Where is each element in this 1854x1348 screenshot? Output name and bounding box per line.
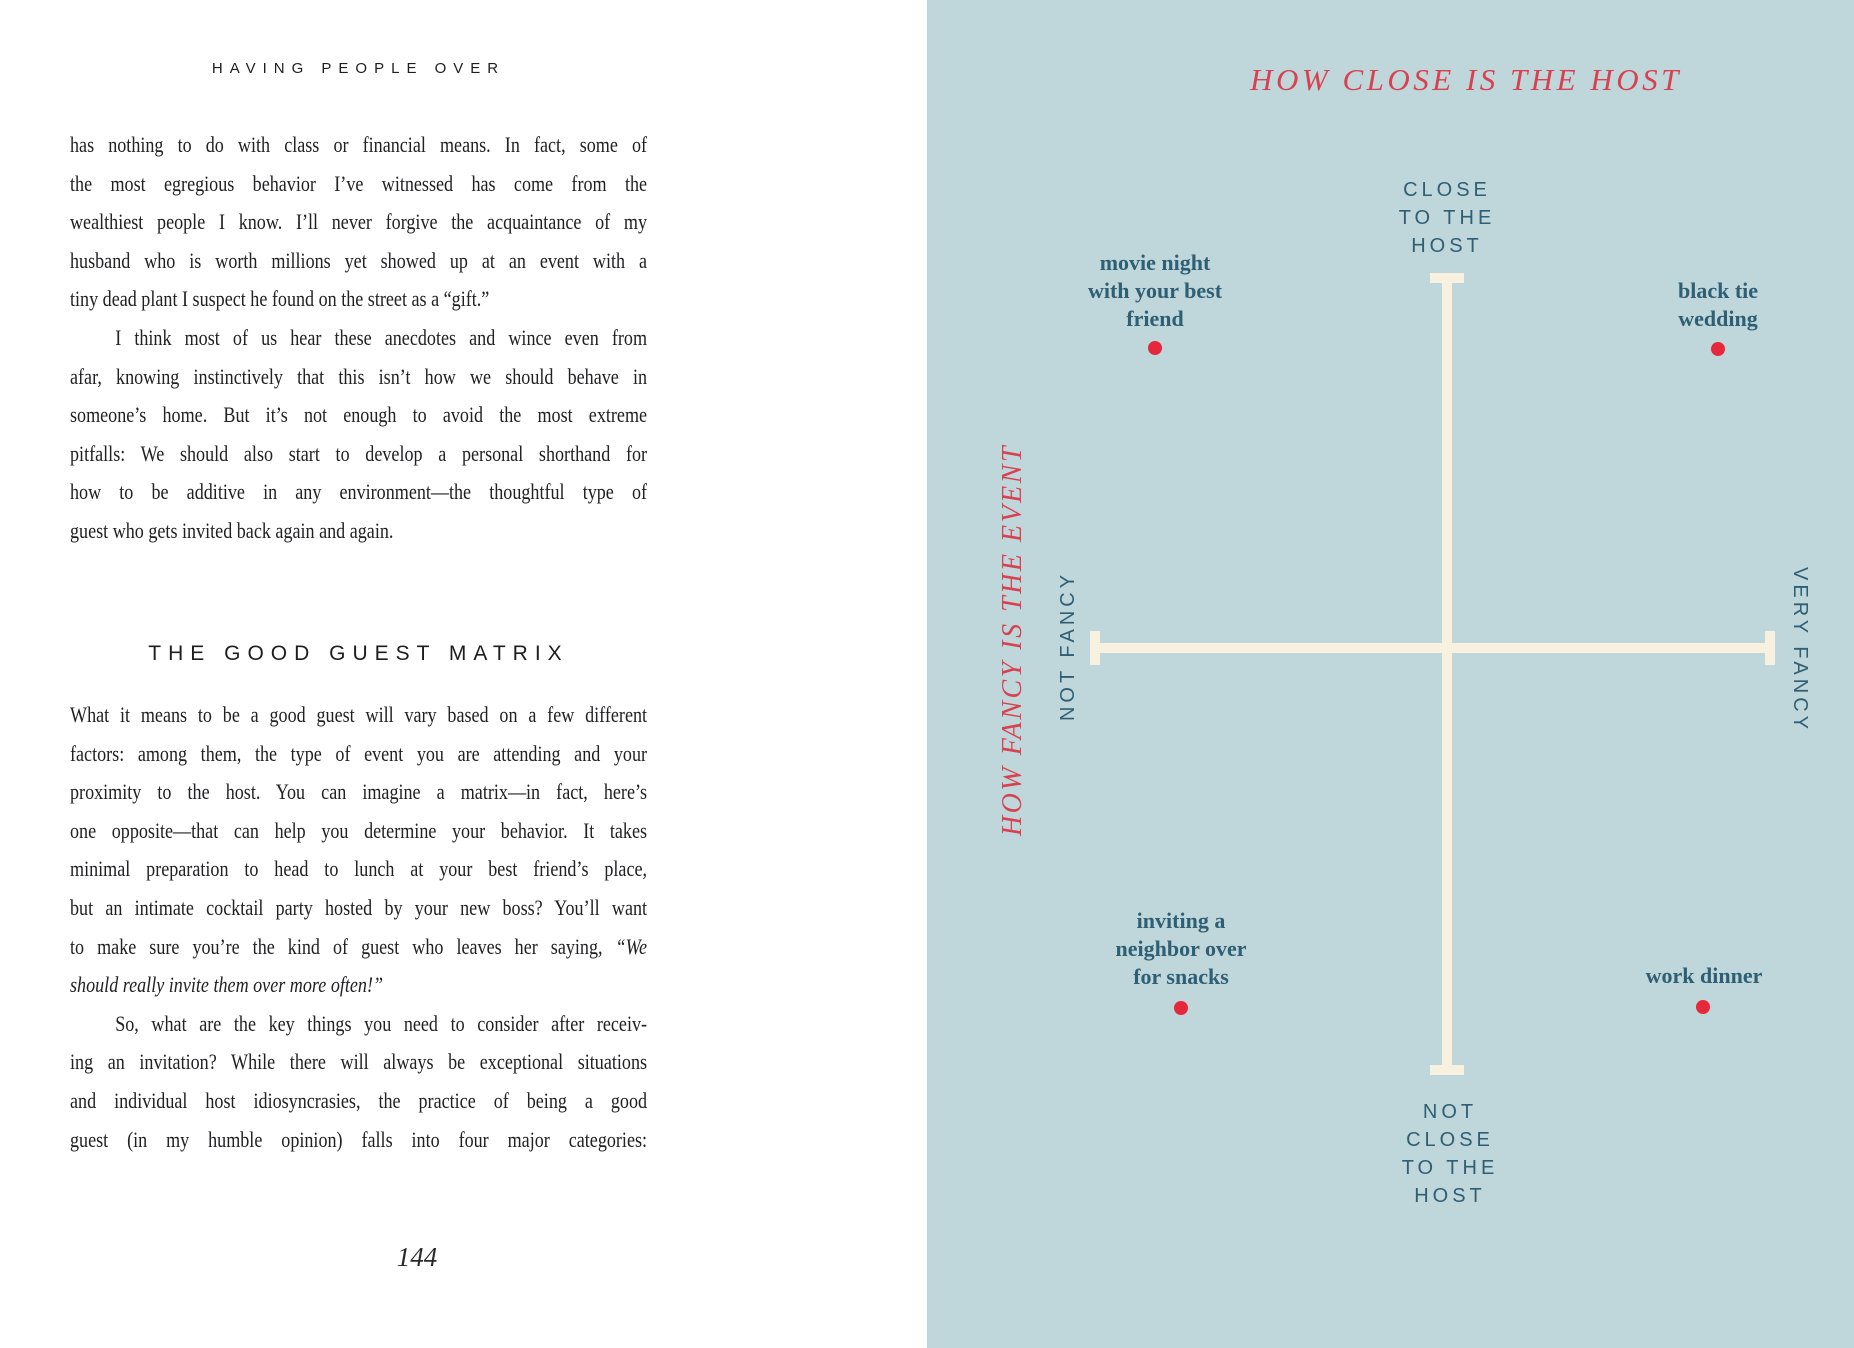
matrix-page: HOW CLOSE IS THE HOST HOW FANCY IS THE E… — [927, 0, 1854, 1348]
text-line: factors: among them, the type of event y… — [70, 740, 648, 766]
point-label-black-tie-wedding: black tie wedding — [1677, 278, 1759, 331]
text-line: ing an invitation? While there will alwa… — [70, 1049, 648, 1075]
text-line: how to be additive in any environment—th… — [70, 479, 648, 505]
text-line: guest (in my humble opinion) falls into … — [70, 1126, 648, 1152]
text-line: has nothing to do with class or financia… — [70, 132, 648, 157]
horizontal-axis-right-cap — [1765, 631, 1775, 665]
text-line: pitfalls: We should also start to develo… — [70, 440, 648, 466]
text-line: What it means to be a good guest will va… — [70, 702, 648, 727]
text-line: the most egregious behavior I’ve witness… — [70, 170, 648, 196]
section-heading: THE GOOD GUEST MATRIX — [148, 642, 569, 665]
vertical-axis — [1442, 273, 1452, 1075]
text-line: should really invite them over more ofte… — [70, 972, 384, 998]
horizontal-axis — [1090, 643, 1775, 653]
vertical-axis-top-cap — [1430, 273, 1464, 283]
text-line: to make sure you’re the kind of guest wh… — [70, 933, 648, 959]
horizontal-axis-left-cap — [1090, 631, 1100, 665]
text-line: wealthiest people I know. I’ll never for… — [70, 209, 648, 235]
text-line: husband who is worth millions yet showed… — [70, 247, 648, 273]
running-head: HAVING PEOPLE OVER — [211, 60, 506, 77]
matrix-title: HOW CLOSE IS THE HOST — [1250, 62, 1682, 97]
body-text-block-2: What it means to be a good guest will va… — [70, 696, 647, 1159]
point-dot-black-tie-wedding — [1711, 342, 1725, 356]
text-line: minimal preparation to head to lunch at … — [70, 856, 648, 882]
point-dot-movie-night — [1148, 341, 1162, 355]
text-line: someone’s home. But it’s not enough to a… — [70, 402, 648, 428]
text-line: tiny dead plant I suspect he found on th… — [70, 286, 490, 312]
axis-label-close-to-host: CLOSE TO THE HOST — [1398, 179, 1496, 257]
text-line: and individual host idiosyncrasies, the … — [70, 1087, 648, 1113]
axis-label-not-close-to-host: NOT CLOSE TO THE HOST — [1401, 1101, 1499, 1207]
body-text-block-1: has nothing to do with class or financia… — [70, 126, 647, 551]
point-label-inviting-neighbor: inviting a neighbor over for snacks — [1115, 908, 1247, 989]
point-dot-work-dinner — [1696, 1000, 1710, 1014]
page-number: 144 — [396, 1242, 438, 1272]
point-dot-inviting-neighbor — [1174, 1001, 1188, 1015]
text-line: I think most of us hear these anecdotes … — [115, 324, 648, 350]
text-line: but an intimate cocktail party hosted by… — [70, 894, 648, 920]
text-line: proximity to the host. You can imagine a… — [70, 779, 648, 805]
text-line: So, what are the key things you need to … — [115, 1010, 648, 1036]
point-label-movie-night: movie night with your best friend — [1087, 250, 1223, 331]
text-line: afar, knowing instinctively that this is… — [70, 363, 648, 389]
matrix-side-title: HOW FANCY IS THE EVENT — [997, 443, 1028, 837]
text-line: guest who gets invited back again and ag… — [70, 517, 394, 543]
point-label-work-dinner: work dinner — [1645, 963, 1763, 988]
text-line: one opposite—that can help you determine… — [70, 817, 648, 843]
axis-label-not-fancy: NOT FANCY — [1057, 570, 1079, 722]
vertical-axis-bottom-cap — [1430, 1065, 1464, 1075]
axis-label-very-fancy: VERY FANCY — [1789, 567, 1811, 733]
left-page: HAVING PEOPLE OVER has nothing to do wit… — [70, 60, 648, 1272]
